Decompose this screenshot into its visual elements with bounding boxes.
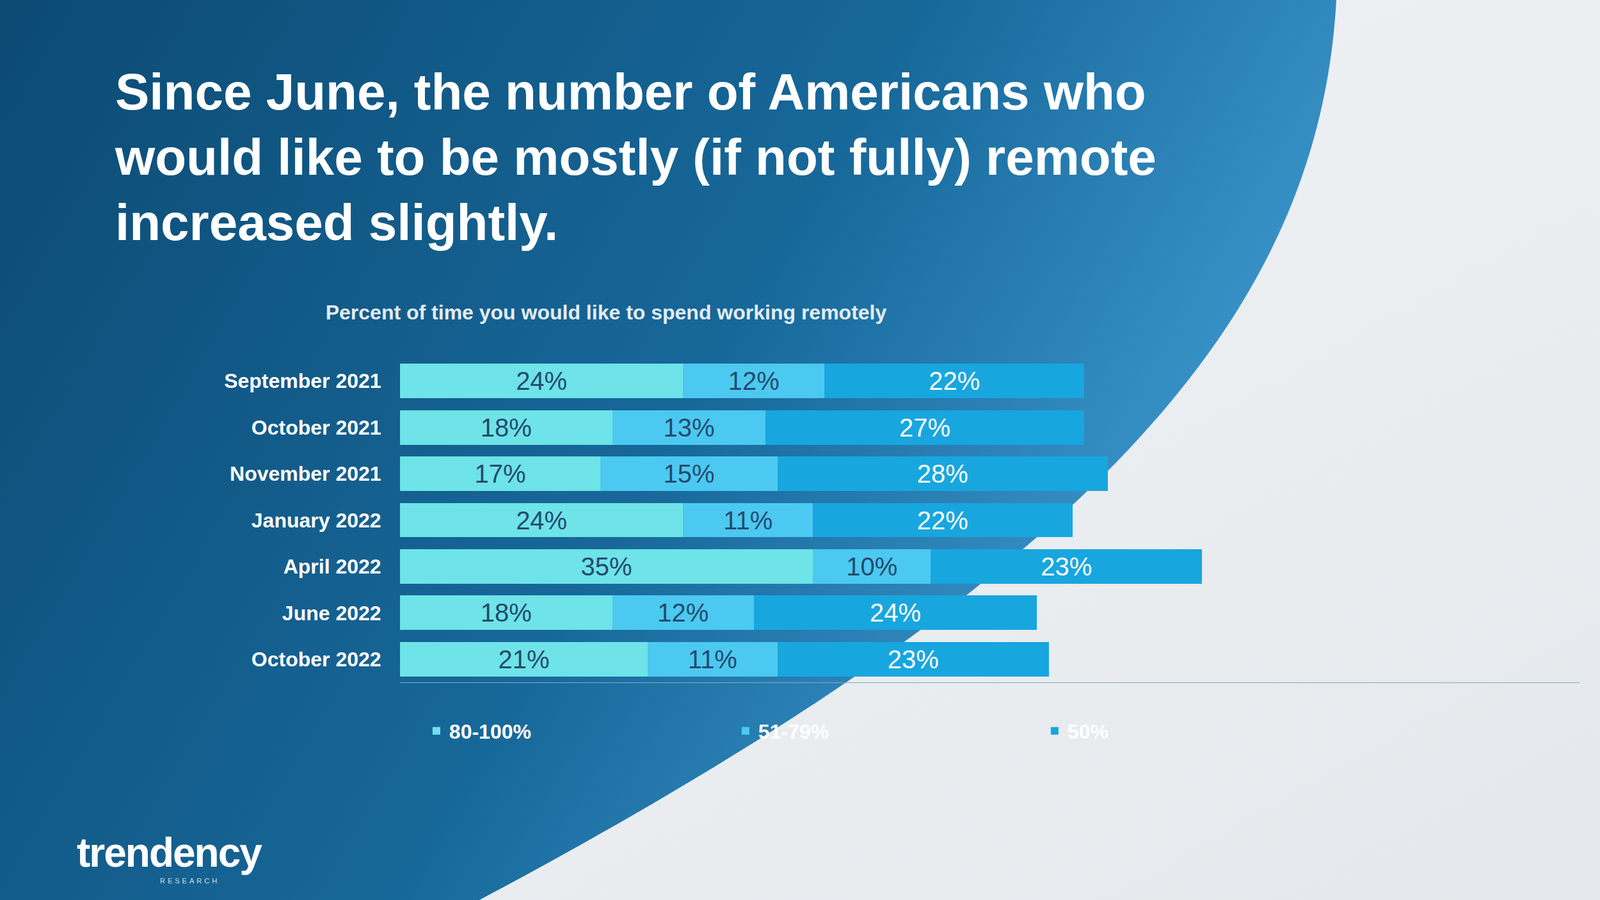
svg-text:50%: 50%: [1067, 720, 1109, 744]
svg-text:22%: 22%: [917, 506, 969, 535]
svg-text:June 2022: June 2022: [282, 601, 382, 625]
svg-text:October 2022: October 2022: [251, 647, 382, 671]
html-text:Percent of time you would like: Percent of time you would like to spend …: [325, 300, 887, 324]
svg-text:22%: 22%: [928, 366, 980, 395]
html-text:RESEARCH: RESEARCH: [160, 876, 220, 885]
svg-text:24%: 24%: [869, 598, 921, 627]
svg-text:24%: 24%: [515, 366, 568, 395]
svg-text:18%: 18%: [480, 413, 532, 442]
svg-text:November 2021: November 2021: [229, 462, 382, 486]
svg-text:28%: 28%: [917, 459, 969, 488]
svg-text:12%: 12%: [657, 598, 709, 627]
html-text:Since June, the number of Amer: Since June, the number of Americans who …: [115, 63, 1157, 251]
svg-text:24%: 24%: [515, 506, 568, 535]
svg-text:17%: 17%: [474, 459, 527, 488]
svg-text:10%: 10%: [846, 552, 898, 581]
svg-text:12%: 12%: [728, 366, 780, 395]
svg-text:January 2022: January 2022: [251, 508, 382, 532]
svg-text:18%: 18%: [480, 598, 532, 627]
svg-text:80-100%: 80-100%: [449, 720, 532, 744]
svg-text:13%: 13%: [663, 413, 715, 442]
svg-text:11%: 11%: [688, 645, 738, 674]
svg-text:October 2021: October 2021: [251, 416, 382, 440]
svg-text:23%: 23%: [887, 645, 939, 674]
html-text:trendency: trendency: [76, 829, 262, 876]
svg-text:September 2021: September 2021: [224, 369, 381, 393]
svg-text:11%: 11%: [723, 506, 773, 535]
svg-text:23%: 23%: [1040, 552, 1092, 581]
svg-text:35%: 35%: [580, 552, 632, 581]
svg-text:27%: 27%: [899, 413, 951, 442]
svg-text:15%: 15%: [663, 459, 715, 488]
svg-text:21%: 21%: [497, 645, 550, 674]
svg-text:51-79%: 51-79%: [758, 720, 829, 744]
svg-text:April 2022: April 2022: [283, 554, 382, 578]
